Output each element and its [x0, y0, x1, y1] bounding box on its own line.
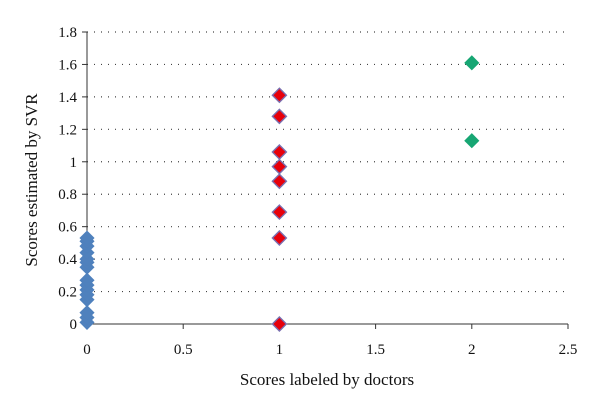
- x-tick-label: 0.5: [174, 342, 193, 358]
- grid-layer: [87, 31, 568, 293]
- data-point-series-2: [271, 230, 288, 247]
- y-tick-label: 0.2: [58, 285, 77, 301]
- x-tick-label: 1.5: [366, 342, 385, 358]
- y-axis-title: Scores estimated by SVR: [22, 93, 41, 267]
- y-tick-label: 1.2: [58, 122, 77, 138]
- data-point-series-2: [271, 158, 288, 175]
- data-point-series-2: [271, 173, 288, 190]
- axis-layer: 0 0.2 0.4 0.6 0.8 1 1.2 1.4 1.6 1.8 0 0.5 1 1.5 2 2.5: [58, 25, 577, 358]
- data-point-series-3: [464, 55, 480, 71]
- y-tick-label: 0.4: [58, 252, 77, 268]
- data-point-series-1: [79, 305, 95, 321]
- y-tick-label: 0: [70, 317, 78, 333]
- x-tick-label: 0: [83, 342, 91, 358]
- y-tick-label: 0.6: [58, 220, 77, 236]
- x-tick-label: 2.5: [559, 342, 578, 358]
- x-tick-label: 2: [468, 342, 476, 358]
- data-point-series-1: [79, 272, 95, 288]
- data-point-series-2: [271, 144, 288, 161]
- data-point-series-2: [271, 108, 288, 125]
- points-layer: [79, 55, 480, 332]
- data-point-series-2: [271, 316, 288, 332]
- y-tick-label: 1.4: [58, 90, 77, 106]
- data-point-series-2: [271, 87, 288, 104]
- x-axis-title: Scores labeled by doctors: [240, 370, 414, 389]
- data-point-series-1: [79, 230, 95, 246]
- data-point-series-3: [464, 133, 480, 149]
- y-tick-label: 1.6: [58, 57, 77, 73]
- data-point-series-2: [271, 204, 288, 221]
- y-tick-label: 1: [70, 155, 78, 171]
- y-tick-label: 1.8: [58, 25, 77, 41]
- x-tick-label: 1: [276, 342, 284, 358]
- y-tick-label: 0.8: [58, 187, 77, 203]
